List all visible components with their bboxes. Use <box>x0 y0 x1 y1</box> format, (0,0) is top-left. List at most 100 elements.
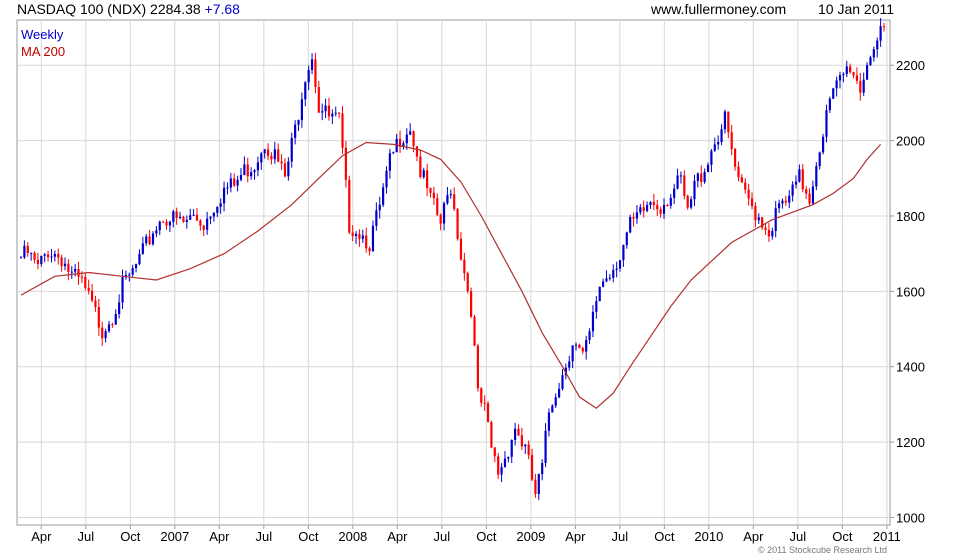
candle-body <box>402 143 405 147</box>
candle-body <box>625 232 628 246</box>
candle-body <box>114 314 117 325</box>
candle-body <box>354 233 358 236</box>
y-tick-label: 1400 <box>896 360 925 375</box>
candle-body <box>121 277 124 303</box>
candle-body <box>138 253 141 265</box>
candle-body <box>206 218 209 230</box>
candle-body <box>300 99 303 121</box>
candle-body <box>541 462 544 475</box>
candle-body <box>571 345 574 362</box>
candle-body <box>798 169 801 182</box>
candle-body <box>612 270 615 278</box>
candle-body <box>388 153 391 171</box>
candle-body <box>524 444 527 447</box>
candle-body <box>155 230 158 234</box>
x-tick-label: Oct <box>832 529 853 544</box>
candle-body <box>818 152 821 167</box>
candle-body <box>876 40 879 50</box>
candle-body <box>615 268 618 271</box>
candle-body <box>67 263 70 272</box>
x-tick-label: Jul <box>77 529 94 544</box>
candle-body <box>74 269 77 272</box>
candle-body <box>473 316 476 346</box>
candle-body <box>527 444 530 456</box>
candle-body <box>432 192 435 199</box>
candle-body <box>537 474 540 494</box>
candle-body <box>307 69 310 83</box>
candle-body <box>26 245 29 254</box>
candle-body <box>591 311 595 332</box>
candle-body <box>602 281 605 287</box>
candle-body <box>361 235 364 239</box>
candle-body <box>855 75 859 81</box>
candle-body <box>740 177 743 183</box>
x-tick-label: Jul <box>434 529 451 544</box>
x-tick-label: Apr <box>209 529 230 544</box>
candle-body <box>168 221 172 226</box>
candle-body <box>771 231 774 237</box>
candle-body <box>507 456 510 459</box>
candle-body <box>788 195 791 203</box>
candle-body <box>632 217 635 219</box>
candle-body <box>821 136 825 153</box>
x-tick-label: Jul <box>790 529 807 544</box>
candle-body <box>517 428 520 436</box>
x-tick-label: Oct <box>476 529 497 544</box>
candle-body <box>578 344 581 349</box>
candle-body <box>842 74 845 76</box>
candle-body <box>500 467 503 475</box>
candle-body <box>243 164 246 175</box>
candle-body <box>270 155 273 160</box>
candle-body <box>581 348 584 352</box>
instrument-name: NASDAQ 100 (NDX) <box>17 1 147 17</box>
candle-body <box>118 302 121 315</box>
candle-body <box>385 170 388 188</box>
candle-body <box>554 397 557 406</box>
candle-body <box>480 388 483 403</box>
candle-body <box>689 199 693 208</box>
candle-body <box>622 245 625 261</box>
candle-body <box>351 232 354 236</box>
candle-body <box>706 164 710 173</box>
candle-body <box>371 225 375 252</box>
candle-body <box>250 172 253 177</box>
candle-body <box>80 276 84 278</box>
x-tick-label: Apr <box>387 529 408 544</box>
candle-body <box>23 245 26 258</box>
candle-body <box>310 59 314 70</box>
candle-body <box>703 172 706 182</box>
candle-body <box>412 131 415 147</box>
candle-body <box>784 200 787 203</box>
candle-body <box>317 87 320 113</box>
candle-body <box>212 212 216 217</box>
candle-body <box>561 375 564 389</box>
candle-body <box>216 206 219 213</box>
candle-body <box>564 367 567 376</box>
x-tick-label: Apr <box>31 529 52 544</box>
candle-body <box>530 455 534 480</box>
candle-body <box>175 211 178 219</box>
candle-body <box>294 124 297 138</box>
candle-body <box>158 221 161 231</box>
candle-body <box>145 236 148 244</box>
moving-average-series <box>20 141 882 409</box>
candle-body <box>84 277 87 288</box>
candle-body <box>77 269 80 277</box>
y-tick-label: 2200 <box>896 58 925 73</box>
candle-body <box>595 301 598 312</box>
candle-body <box>439 214 442 224</box>
candle-body <box>656 205 659 210</box>
candle-body <box>446 195 449 204</box>
candle-body <box>297 120 300 125</box>
candle-body <box>33 252 36 260</box>
candle-body <box>777 203 781 209</box>
candle-body <box>845 66 848 75</box>
x-tick-label: Apr <box>743 529 764 544</box>
candle-body <box>767 229 771 237</box>
x-tick-label: Jul <box>612 529 629 544</box>
candle-body <box>327 105 331 117</box>
x-tick-label: 2009 <box>516 529 545 544</box>
candle-body <box>405 134 408 144</box>
candle-body <box>737 166 740 178</box>
